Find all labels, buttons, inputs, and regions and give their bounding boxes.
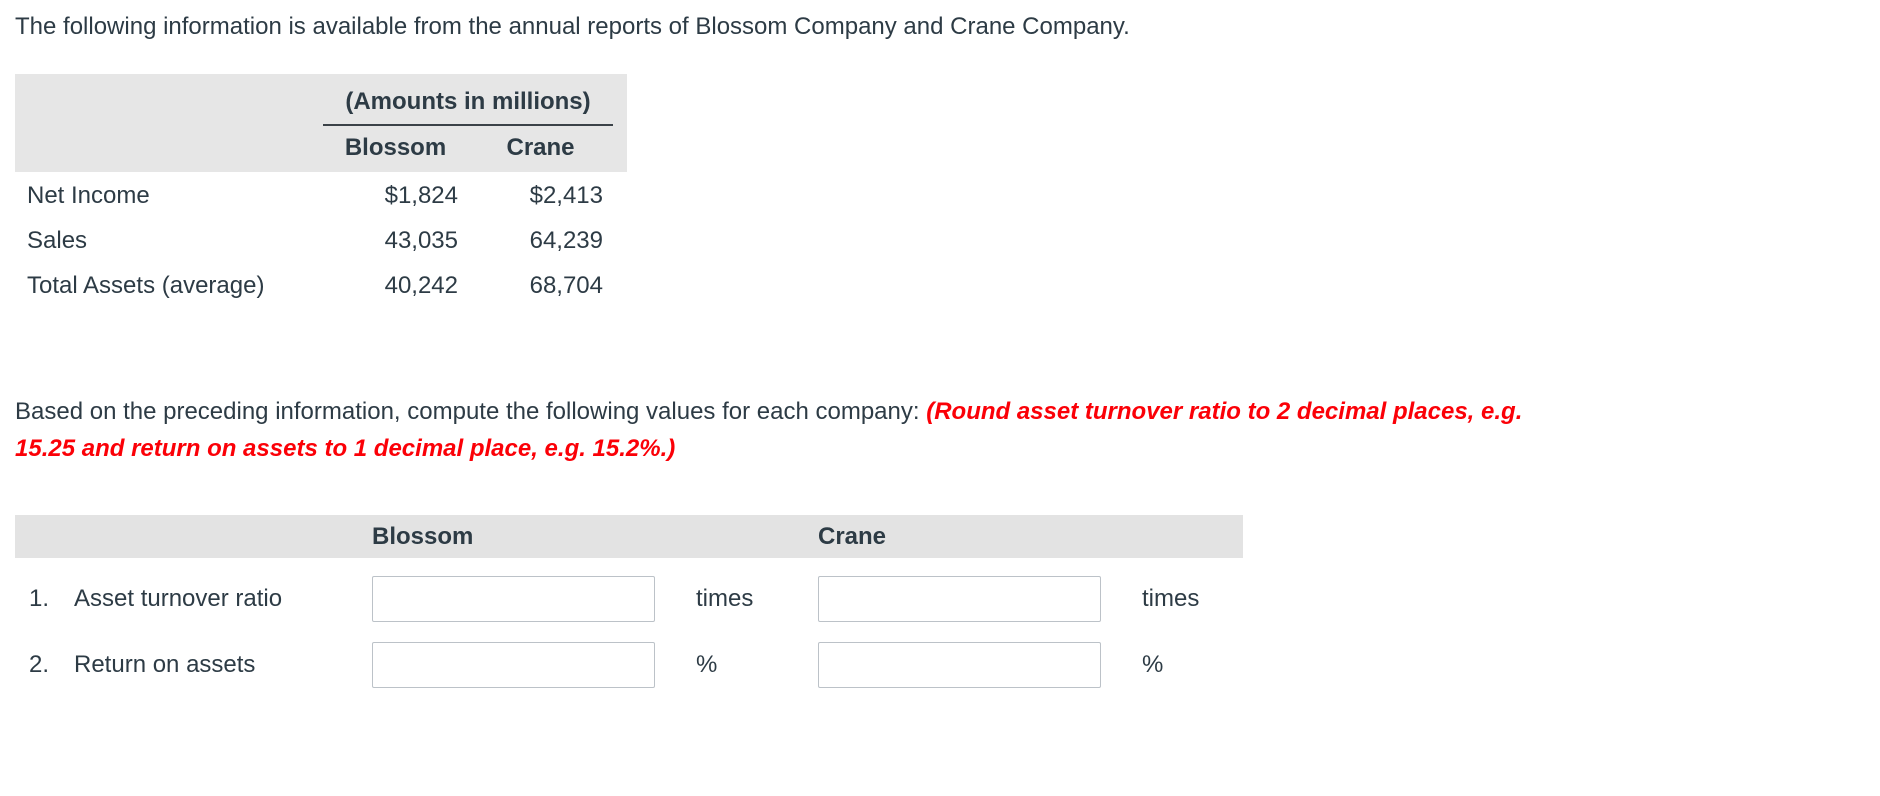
asset-turnover-blossom-input[interactable] — [372, 576, 655, 622]
input-cell — [818, 576, 1104, 622]
blossom-value: $1,824 — [384, 181, 458, 209]
row-label: Return on assets — [74, 651, 256, 678]
table-row-total-assets: Total Assets (average) 40,242 68,704 — [15, 264, 627, 307]
row-number: 1. — [29, 585, 50, 612]
header-value-columns: (Amounts in millions) Blossom Crane — [323, 88, 627, 162]
instruction-text: Based on the preceding information, comp… — [15, 393, 1560, 467]
financial-table-header: (Amounts in millions) Blossom Crane — [15, 74, 627, 172]
assignment-page: The following information is available f… — [15, 13, 1560, 690]
asset-turnover-crane-input[interactable] — [818, 576, 1101, 622]
unit-label: % — [1142, 651, 1164, 678]
answer-column-header-crane: Crane — [818, 522, 887, 550]
answer-column-header-blossom: Blossom — [372, 522, 474, 550]
crane-value: 64,239 — [529, 226, 603, 254]
column-header-crane: Crane — [506, 134, 575, 161]
crane-value: 68,704 — [529, 271, 603, 299]
row-number: 2. — [29, 651, 50, 678]
unit-label: times — [696, 585, 754, 612]
column-header-blossom: Blossom — [344, 134, 447, 161]
unit-label: % — [696, 651, 718, 678]
input-cell — [372, 642, 658, 688]
table-row-sales: Sales 43,035 64,239 — [15, 219, 627, 262]
company-column-headers: Blossom Crane — [323, 126, 627, 162]
return-on-assets-blossom-input[interactable] — [372, 642, 655, 688]
blossom-value: 43,035 — [384, 226, 458, 254]
answer-row-return-on-assets: 2. Return on assets % % — [15, 640, 1243, 690]
blossom-value: 40,242 — [384, 271, 458, 299]
intro-text: The following information is available f… — [15, 13, 1130, 40]
row-label: Sales — [27, 226, 88, 254]
return-on-assets-crane-input[interactable] — [818, 642, 1101, 688]
instruction-normal-text: Based on the preceding information, comp… — [15, 398, 927, 425]
instruction-rounding-note: (Round asset turnover ratio to 2 decimal… — [15, 398, 1523, 462]
answer-table-header: Blossom Crane — [15, 515, 1243, 558]
financial-data-table: (Amounts in millions) Blossom Crane Net … — [15, 74, 627, 307]
input-cell — [818, 642, 1104, 688]
row-label: Net Income — [27, 181, 150, 209]
table-row-net-income: Net Income $1,824 $2,413 — [15, 174, 627, 217]
row-label: Total Assets (average) — [27, 271, 265, 299]
amounts-in-millions-header: (Amounts in millions) — [323, 88, 613, 126]
crane-value: $2,413 — [529, 181, 603, 209]
header-label-spacer — [15, 88, 323, 162]
row-label: Asset turnover ratio — [74, 585, 283, 612]
answer-table: Blossom Crane 1. Asset turnover ratio ti… — [15, 515, 1243, 690]
answer-row-asset-turnover: 1. Asset turnover ratio times times — [15, 574, 1243, 624]
unit-label: times — [1142, 585, 1200, 612]
input-cell — [372, 576, 658, 622]
